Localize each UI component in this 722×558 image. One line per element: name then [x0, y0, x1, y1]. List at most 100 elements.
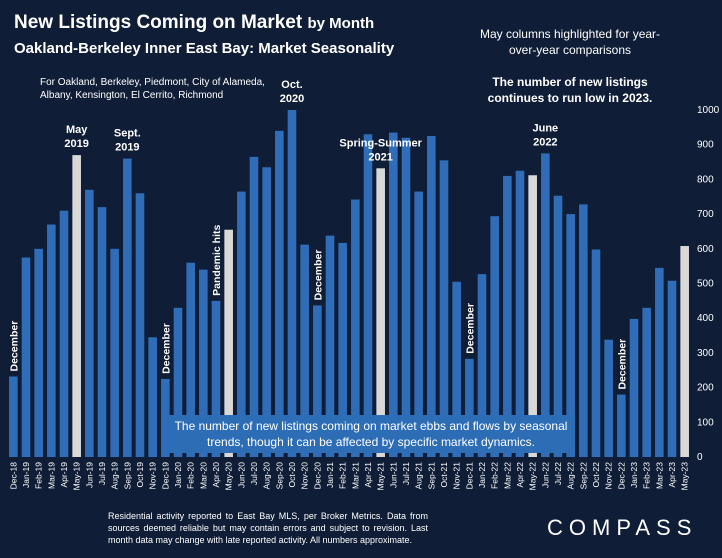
bar-sep-19	[123, 158, 132, 457]
x-tick-label: Aug-19	[110, 462, 120, 490]
x-tick-label: Jun-21	[388, 462, 398, 488]
bar-mar-21	[351, 199, 360, 457]
x-tick-label: Jan-23	[629, 462, 639, 488]
y-tick-label: 900	[697, 140, 714, 151]
y-tick-label: 500	[697, 279, 714, 290]
title-by: by Month	[307, 15, 375, 32]
y-tick-label: 600	[697, 244, 714, 255]
bar-sep-21	[427, 136, 436, 457]
x-tick-label: Feb-22	[490, 462, 500, 489]
bar-jan-21	[325, 235, 335, 457]
bar-nov-21	[452, 281, 461, 457]
x-tick-label: Sep-19	[122, 462, 132, 490]
bar-aug-22	[566, 214, 575, 457]
x-tick-label: Jan-19	[21, 462, 31, 488]
bar-jun-19	[85, 189, 94, 457]
x-tick-label: Sep-20	[274, 462, 284, 490]
trend-note: The number of new listings continues to …	[487, 75, 653, 105]
bar-may-19	[72, 155, 81, 458]
bar-nov-19	[148, 337, 157, 457]
x-tick-label: Mar-19	[46, 462, 56, 489]
annotation-december: December	[8, 321, 20, 372]
bar-may-22	[528, 175, 537, 458]
x-tick-label: Jul-21	[401, 462, 411, 485]
x-tick-label: Oct-22	[591, 462, 601, 488]
annotation-december: December	[616, 339, 628, 390]
x-tick-label: Apr-21	[363, 462, 373, 488]
bar-sep-20	[275, 130, 284, 457]
bar-aug-19	[110, 248, 119, 457]
x-tick-label: May-23	[680, 462, 690, 491]
x-tick-label: Apr-19	[59, 462, 69, 488]
y-tick-label: 100	[697, 417, 714, 428]
annotation-pandemic-hits: Pandemic hits	[211, 225, 223, 296]
bar-dec-18	[9, 376, 18, 457]
bar-jan-23	[629, 318, 639, 457]
bar-mar-20	[199, 269, 208, 457]
x-tick-label: Dec-20	[312, 462, 322, 490]
x-tick-label: Dec-18	[8, 462, 18, 490]
x-tick-label: Nov-20	[300, 462, 310, 490]
x-tick-label: Sep-22	[578, 462, 588, 490]
bar-apr-20	[211, 300, 221, 457]
y-tick-label: 700	[697, 209, 714, 220]
x-tick-label: Oct-21	[439, 462, 449, 488]
bar-oct-22	[591, 249, 601, 457]
chart-subtitle: Oakland-Berkeley Inner East Bay: Market …	[14, 40, 395, 57]
bar-jul-22	[553, 195, 563, 457]
bar-apr-22	[515, 170, 525, 458]
y-tick-label: 1000	[697, 105, 720, 116]
bar-jan-22	[477, 274, 487, 457]
x-tick-label: Feb-21	[338, 462, 348, 489]
x-tick-label: Dec-21	[464, 462, 474, 490]
annotation-june-2022: June 2022	[532, 122, 558, 148]
x-tick-label: May-22	[528, 462, 538, 491]
bars-group	[9, 110, 689, 458]
x-tick-label: Jul-20	[249, 462, 259, 485]
bar-dec-22	[617, 394, 626, 457]
x-tick-label: Jun-19	[84, 462, 94, 488]
x-tick-label: May-20	[224, 462, 234, 491]
x-tick-label: Apr-20	[211, 462, 221, 488]
x-tick-label: Jun-20	[236, 462, 246, 488]
bar-jan-19	[21, 257, 31, 457]
y-tick-label: 300	[697, 348, 714, 359]
bar-oct-20	[287, 110, 297, 457]
bar-jun-22	[541, 153, 550, 458]
y-tick-label: 200	[697, 383, 714, 394]
x-tick-label: Jan-20	[173, 462, 183, 488]
x-tick-label: Oct-19	[135, 462, 145, 488]
annotation-december: December	[160, 323, 172, 374]
bar-apr-23	[667, 280, 677, 457]
bar-sep-22	[579, 204, 588, 457]
x-tick-label: Jul-22	[553, 462, 563, 485]
x-tick-label: Mar-22	[502, 462, 512, 489]
x-tick-label: Oct-20	[287, 462, 297, 488]
bar-jul-19	[97, 207, 107, 457]
bar-feb-21	[338, 242, 347, 457]
bar-jul-21	[401, 137, 411, 457]
callout-box: The number of new listings coming on mar…	[167, 415, 575, 453]
compass-logo: COMPASS	[547, 515, 698, 540]
x-tick-label: Apr-22	[515, 462, 525, 488]
annotation-may-2019: May 2019	[64, 124, 88, 150]
chart-title: New Listings Coming on Market by Month	[14, 12, 374, 34]
x-tick-label: Dec-19	[160, 462, 170, 490]
x-tick-label: Jun-22	[540, 462, 550, 488]
bar-feb-20	[186, 262, 195, 457]
annotation-december: December	[312, 250, 324, 301]
bar-feb-22	[490, 216, 499, 457]
bar-mar-19	[47, 224, 56, 457]
x-axis: Dec-18 Jan-19 Feb-19 Mar-19 Apr-19 May-19 Jun-…	[8, 462, 689, 491]
y-tick-label: 0	[697, 452, 703, 463]
x-tick-label: Sep-21	[426, 462, 436, 490]
bar-feb-23	[642, 307, 651, 457]
bar-nov-20	[300, 244, 309, 457]
x-tick-label: Feb-23	[642, 462, 652, 489]
bar-jul-20	[249, 156, 259, 457]
x-tick-label: Apr-23	[667, 462, 677, 488]
x-tick-label: Jan-22	[477, 462, 487, 488]
x-tick-label: May-19	[72, 462, 82, 491]
y-tick-label: 800	[697, 174, 714, 185]
bar-jun-20	[237, 191, 246, 458]
